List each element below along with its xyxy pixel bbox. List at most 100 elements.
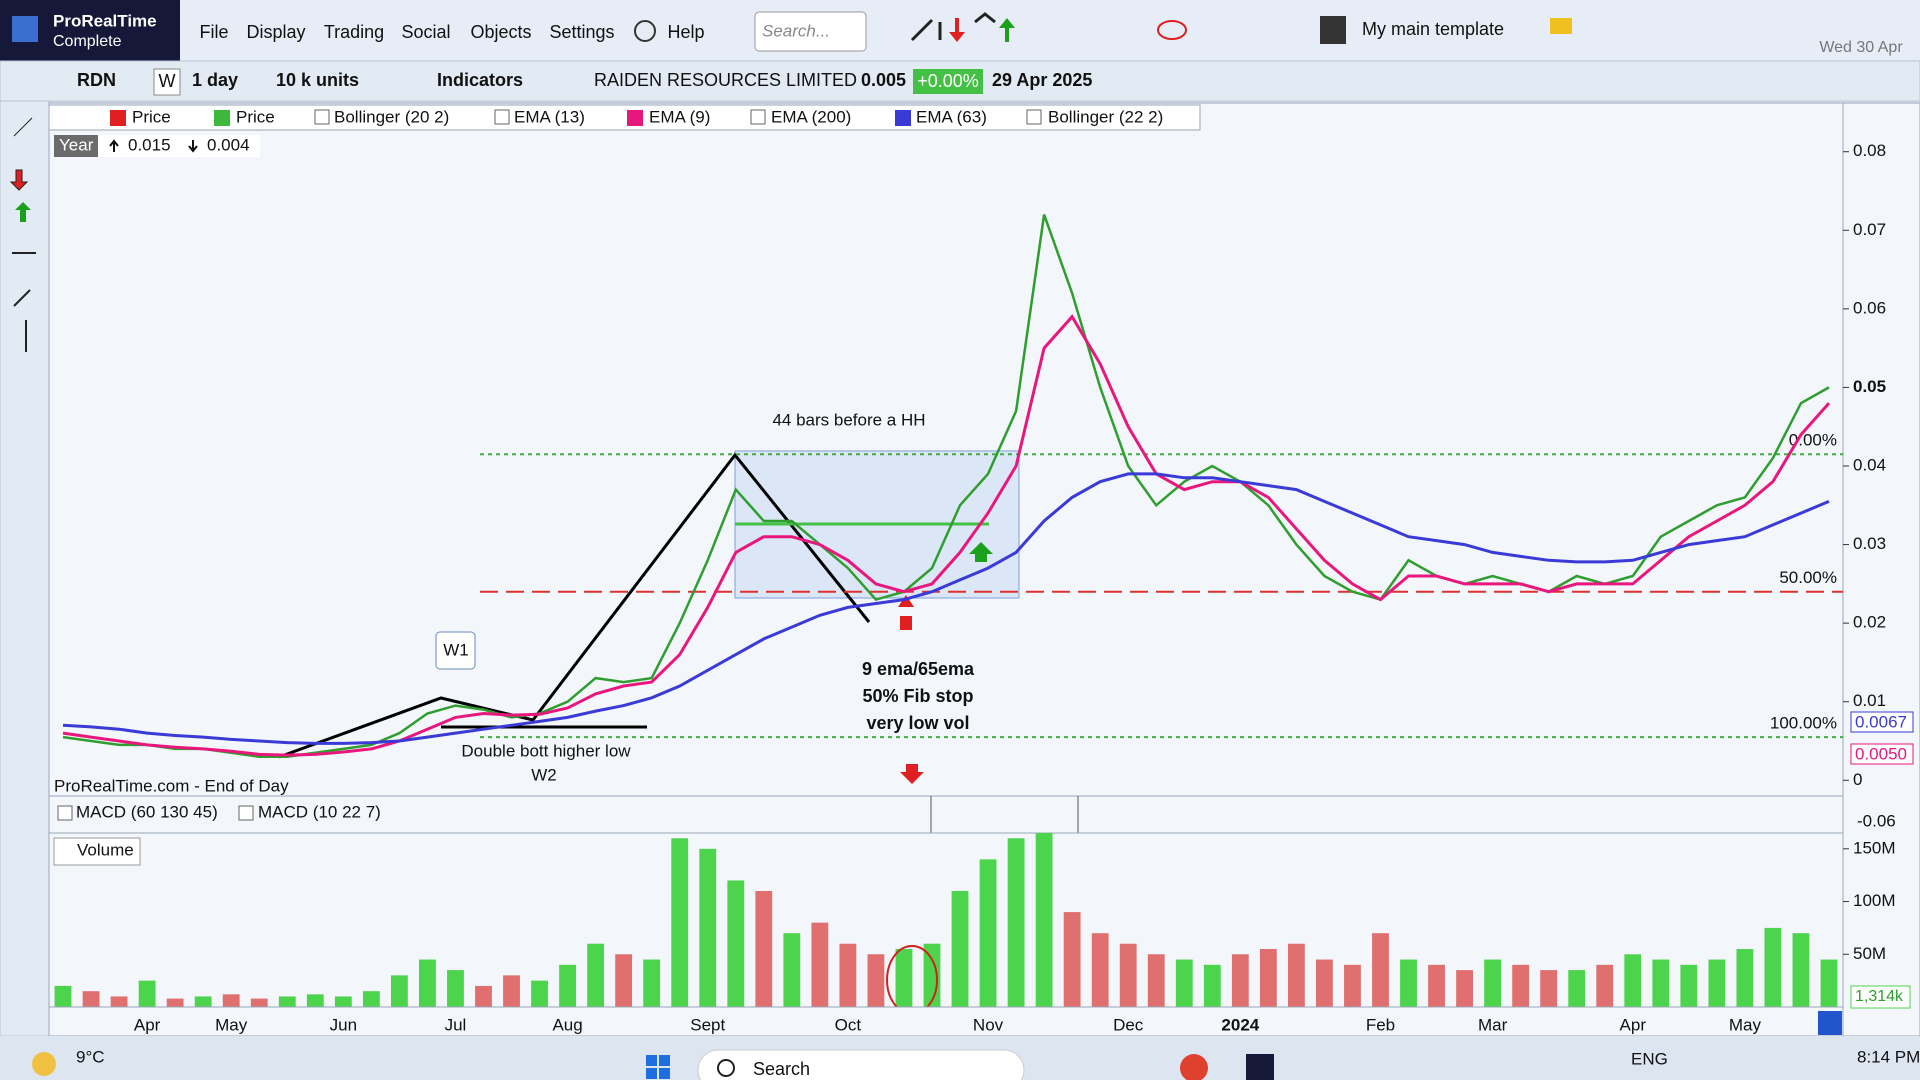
volume-bar — [1680, 964, 1698, 1007]
checkbox[interactable] — [1026, 109, 1042, 125]
checkbox[interactable] — [214, 110, 230, 126]
taskbar-search-text: Search — [753, 1059, 810, 1079]
x-tick-label: Oct — [835, 1015, 862, 1034]
search-box[interactable] — [754, 11, 867, 52]
search-placeholder: Search... — [762, 21, 830, 40]
checkbox[interactable] — [494, 109, 510, 125]
x-tick-label: May — [215, 1015, 248, 1034]
indicator[interactable]: Price — [236, 107, 275, 126]
menu-item[interactable]: Settings — [549, 22, 614, 42]
price-box — [1850, 743, 1914, 765]
y-tick-label: 0.02 — [1853, 613, 1886, 632]
x-tick-label: Nov — [973, 1015, 1004, 1034]
price-box-label: 0.0050 — [1855, 744, 1907, 763]
volume-bar — [1091, 933, 1109, 1007]
volume-bar — [1484, 959, 1502, 1007]
menu-bar — [0, 0, 1920, 61]
w-button[interactable] — [153, 68, 181, 96]
chrome-icon[interactable] — [1180, 1054, 1208, 1082]
y-tick-label: 0.05 — [1853, 377, 1886, 396]
period[interactable]: 1 day — [192, 70, 238, 90]
price-axis — [1842, 102, 1920, 1037]
checkbox[interactable] — [57, 805, 73, 821]
checkbox[interactable] — [314, 109, 330, 125]
indicator[interactable]: EMA (200) — [771, 107, 851, 126]
indicator[interactable]: EMA (9) — [649, 107, 710, 126]
menu-item[interactable]: File — [199, 22, 228, 42]
volume-bar — [1428, 964, 1445, 1007]
prorealtime-icon[interactable] — [1246, 1054, 1274, 1080]
annotation: Double bott higher low — [461, 741, 631, 760]
volume-bar — [531, 980, 548, 1007]
annotation: W2 — [531, 765, 557, 784]
volume-bar — [82, 991, 100, 1007]
volume-bar — [783, 933, 801, 1007]
menu-item[interactable]: Objects — [470, 22, 531, 42]
weather-icon — [32, 1052, 56, 1076]
annotation: 9 ema/65ema — [862, 659, 975, 679]
volume-label-box — [53, 837, 141, 866]
x-tick-label: Apr — [1620, 1015, 1647, 1034]
left-toolbar — [0, 100, 50, 1037]
volume-bar — [362, 991, 380, 1007]
checkbox[interactable] — [238, 805, 254, 821]
volume-bar — [587, 943, 605, 1007]
x-tick-label: Mar — [1478, 1015, 1508, 1034]
y-tick-label: 0 — [1853, 770, 1862, 789]
volume-bar — [334, 996, 352, 1007]
y-tick-label: 0.04 — [1853, 455, 1886, 474]
up-arrow-tool[interactable] — [999, 18, 1015, 42]
menu-item[interactable]: Display — [246, 22, 305, 42]
ellipse-tool[interactable] — [1157, 20, 1187, 40]
menu-item[interactable]: Trading — [324, 22, 384, 42]
volume-bar — [867, 954, 885, 1007]
indicators-button[interactable]: Indicators — [437, 70, 523, 90]
indicator[interactable]: Price — [132, 107, 171, 126]
volume-bar — [419, 959, 436, 1007]
help-icon[interactable] — [634, 20, 656, 42]
volume-bar — [306, 994, 324, 1007]
down-arrow-tool[interactable] — [949, 18, 965, 42]
change: +0.00% — [917, 71, 979, 91]
start-button[interactable] — [646, 1055, 670, 1079]
year-high: 0.015 — [128, 135, 171, 154]
legend-swatch[interactable] — [627, 110, 643, 126]
indicator[interactable]: EMA (63) — [916, 107, 987, 126]
volume-bar — [671, 838, 689, 1007]
change-box — [913, 69, 983, 94]
tool-icons[interactable] — [9, 117, 33, 191]
checkbox[interactable] — [110, 110, 126, 126]
indicator[interactable]: Bollinger (20 2) — [334, 107, 449, 126]
tool-icon[interactable] — [15, 202, 31, 222]
menu-item[interactable]: Social — [401, 22, 450, 42]
volume-bar — [1147, 954, 1165, 1007]
w1-box — [435, 631, 476, 670]
ticker[interactable]: RDN — [77, 70, 116, 90]
volume-bar — [1035, 833, 1053, 1007]
legend-swatch[interactable] — [895, 110, 911, 126]
volume-bar — [615, 954, 633, 1007]
volume-bar — [138, 980, 156, 1007]
units[interactable]: 10 k units — [276, 70, 359, 90]
tool-icons[interactable] — [12, 252, 36, 352]
y-tick-label: 0.01 — [1853, 691, 1886, 710]
w-pattern — [278, 452, 871, 759]
scroll-button[interactable] — [1818, 1011, 1842, 1035]
taskbar-search[interactable] — [697, 1049, 1025, 1085]
save-icon[interactable] — [1320, 16, 1346, 44]
draw-tools[interactable] — [910, 12, 996, 42]
y-tick-label: 0.08 — [1853, 141, 1886, 160]
volume-bar — [1259, 949, 1277, 1007]
indicator[interactable]: EMA (13) — [514, 107, 585, 126]
checkbox[interactable] — [750, 109, 766, 125]
macd-item[interactable]: MACD (60 130 45) — [76, 802, 218, 821]
template[interactable]: My main template — [1362, 19, 1504, 39]
volume-bar — [475, 985, 492, 1007]
indicator[interactable]: Bollinger (22 2) — [1048, 107, 1163, 126]
macd-item[interactable]: MACD (10 22 7) — [258, 802, 381, 821]
weather: 9°C — [76, 1047, 105, 1066]
menu-item[interactable]: Help — [667, 22, 704, 42]
flag-icon[interactable] — [1550, 18, 1572, 34]
search-icon — [717, 1059, 735, 1077]
